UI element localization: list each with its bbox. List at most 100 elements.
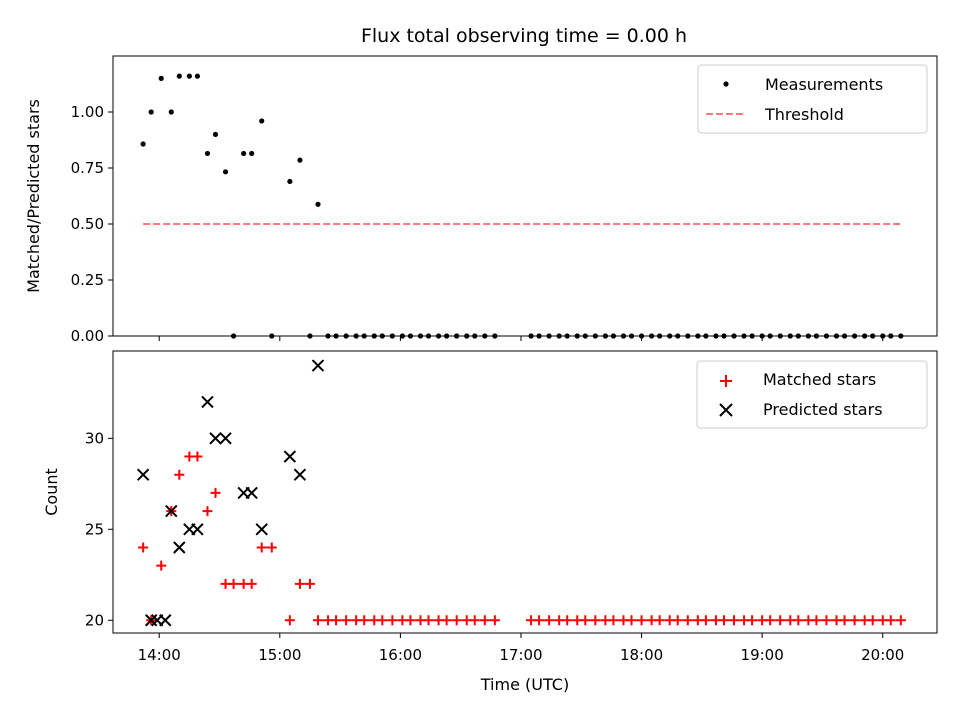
predicted-star-marker: [255, 523, 268, 536]
matched-star-marker: [580, 615, 591, 626]
matched-star-marker: [718, 615, 729, 626]
matched-star-marker: [544, 615, 555, 626]
matched-star-marker: [895, 615, 906, 626]
matched-star-marker: [387, 615, 398, 626]
matched-star-marker: [793, 615, 804, 626]
measurement-point: [315, 201, 321, 207]
measurement-point: [287, 178, 293, 185]
matched-star-marker: [228, 578, 239, 589]
matched-star-marker: [729, 615, 740, 626]
matched-star-marker: [451, 615, 462, 626]
matched-star-marker: [700, 615, 711, 626]
matched-star-marker: [156, 560, 167, 571]
top-legend: Measurements Threshold: [697, 64, 928, 134]
legend-matched-label: Matched stars: [763, 370, 876, 389]
matched-star-marker: [423, 615, 434, 626]
legend-predicted-label: Predicted stars: [763, 400, 883, 419]
matched-star-marker: [256, 542, 267, 553]
matched-star-marker: [174, 469, 185, 480]
y-tick-label: 0.50: [71, 215, 104, 233]
predicted-star-marker: [165, 504, 178, 518]
matched-star-marker: [654, 615, 665, 626]
x-tick-label: 15:00: [258, 646, 301, 664]
matched-star-marker: [626, 615, 637, 626]
predicted-star-marker: [159, 614, 172, 627]
matched-star-marker: [210, 487, 221, 498]
matched-star-marker: [849, 615, 860, 626]
matched-star-marker: [479, 615, 490, 626]
predicted-star-marker: [201, 395, 214, 409]
x-tick-label: 17:00: [499, 646, 542, 664]
matched-star-marker: [202, 506, 213, 517]
matched-star-marker: [885, 615, 896, 626]
matched-star-marker: [294, 578, 305, 589]
predicted-star-marker: [191, 523, 204, 536]
legend-matched-marker: [720, 375, 732, 387]
matched-star-marker: [821, 615, 832, 626]
measurement-point: [259, 118, 265, 124]
chart-title: Flux total observing time = 0.00 h: [361, 25, 687, 47]
y-tick-label: 0.75: [71, 159, 104, 177]
top-y-axis-label: Matched/Predicted stars: [24, 99, 43, 293]
top-axes-frame: [112, 55, 938, 337]
matched-star-marker: [636, 615, 647, 626]
bottom-y-axis-label: Count: [42, 468, 61, 516]
predicted-star-marker: [219, 432, 232, 445]
predicted-star-marker: [245, 486, 258, 500]
matched-star-marker: [469, 615, 480, 626]
y-tick-label: 1.00: [71, 103, 104, 121]
matched-star-marker: [405, 615, 416, 626]
matched-star-marker: [331, 615, 342, 626]
measurement-point: [297, 157, 303, 163]
y-tick-label: 25: [85, 520, 104, 538]
x-axis-label: Time (UTC): [480, 675, 569, 694]
measurement-point: [194, 73, 201, 79]
matched-star-marker: [284, 615, 295, 626]
matched-star-marker: [192, 451, 203, 462]
measurement-point: [249, 150, 255, 157]
matched-star-marker: [138, 542, 149, 553]
matched-star-marker: [811, 615, 822, 626]
matched-star-marker: [775, 615, 786, 626]
x-tick-label: 16:00: [379, 646, 422, 664]
measurement-point: [204, 150, 211, 157]
y-tick-label: 30: [85, 429, 104, 447]
top-panel: 0.00 0.25 0.50 0.75 1.00 Matched/Predicted s…: [24, 55, 938, 345]
predicted-star-marker: [293, 468, 307, 481]
x-tick-label: 14:00: [138, 646, 181, 664]
matched-star-marker: [266, 542, 277, 553]
predicted-star-marker: [209, 432, 222, 445]
measurement-point: [158, 75, 164, 81]
predicted-star-marker: [311, 359, 325, 372]
measurement-point: [168, 109, 174, 115]
predicted-star-marker: [136, 468, 150, 481]
matched-star-marker: [747, 615, 758, 626]
x-tick-label: 19:00: [741, 646, 784, 664]
matched-star-marker: [441, 615, 452, 626]
y-tick-label: 0.25: [71, 271, 104, 289]
measurement-point: [186, 73, 192, 79]
top-legend-box: [697, 64, 928, 134]
x-tick-label: 18:00: [620, 646, 663, 664]
legend-measurements-marker: [723, 81, 729, 87]
legend-measurements-label: Measurements: [765, 75, 883, 94]
matched-star-marker: [590, 615, 601, 626]
measurement-point: [140, 141, 146, 147]
matched-star-marker: [489, 615, 500, 626]
measurement-point: [222, 169, 229, 175]
matched-star-marker: [304, 578, 315, 589]
bottom-legend: Matched stars Predicted stars: [696, 360, 928, 429]
matched-star-marker: [246, 578, 257, 589]
bottom-axes-frame: [112, 350, 938, 634]
measurement-point: [176, 73, 182, 79]
bottom-panel: 14:00 15:00 16:00 17:00 18:00 19:00 20:00 20 25 3…: [42, 350, 938, 694]
matched-star-marker: [562, 615, 573, 626]
predicted-star-marker: [173, 541, 186, 554]
matched-star-marker: [341, 615, 352, 626]
measurement-point: [241, 150, 247, 157]
matched-star-marker: [608, 615, 619, 626]
predicted-star-marker: [283, 450, 297, 463]
matched-star-marker: [672, 615, 683, 626]
matched-star-marker: [765, 615, 776, 626]
matched-star-marker: [377, 615, 388, 626]
